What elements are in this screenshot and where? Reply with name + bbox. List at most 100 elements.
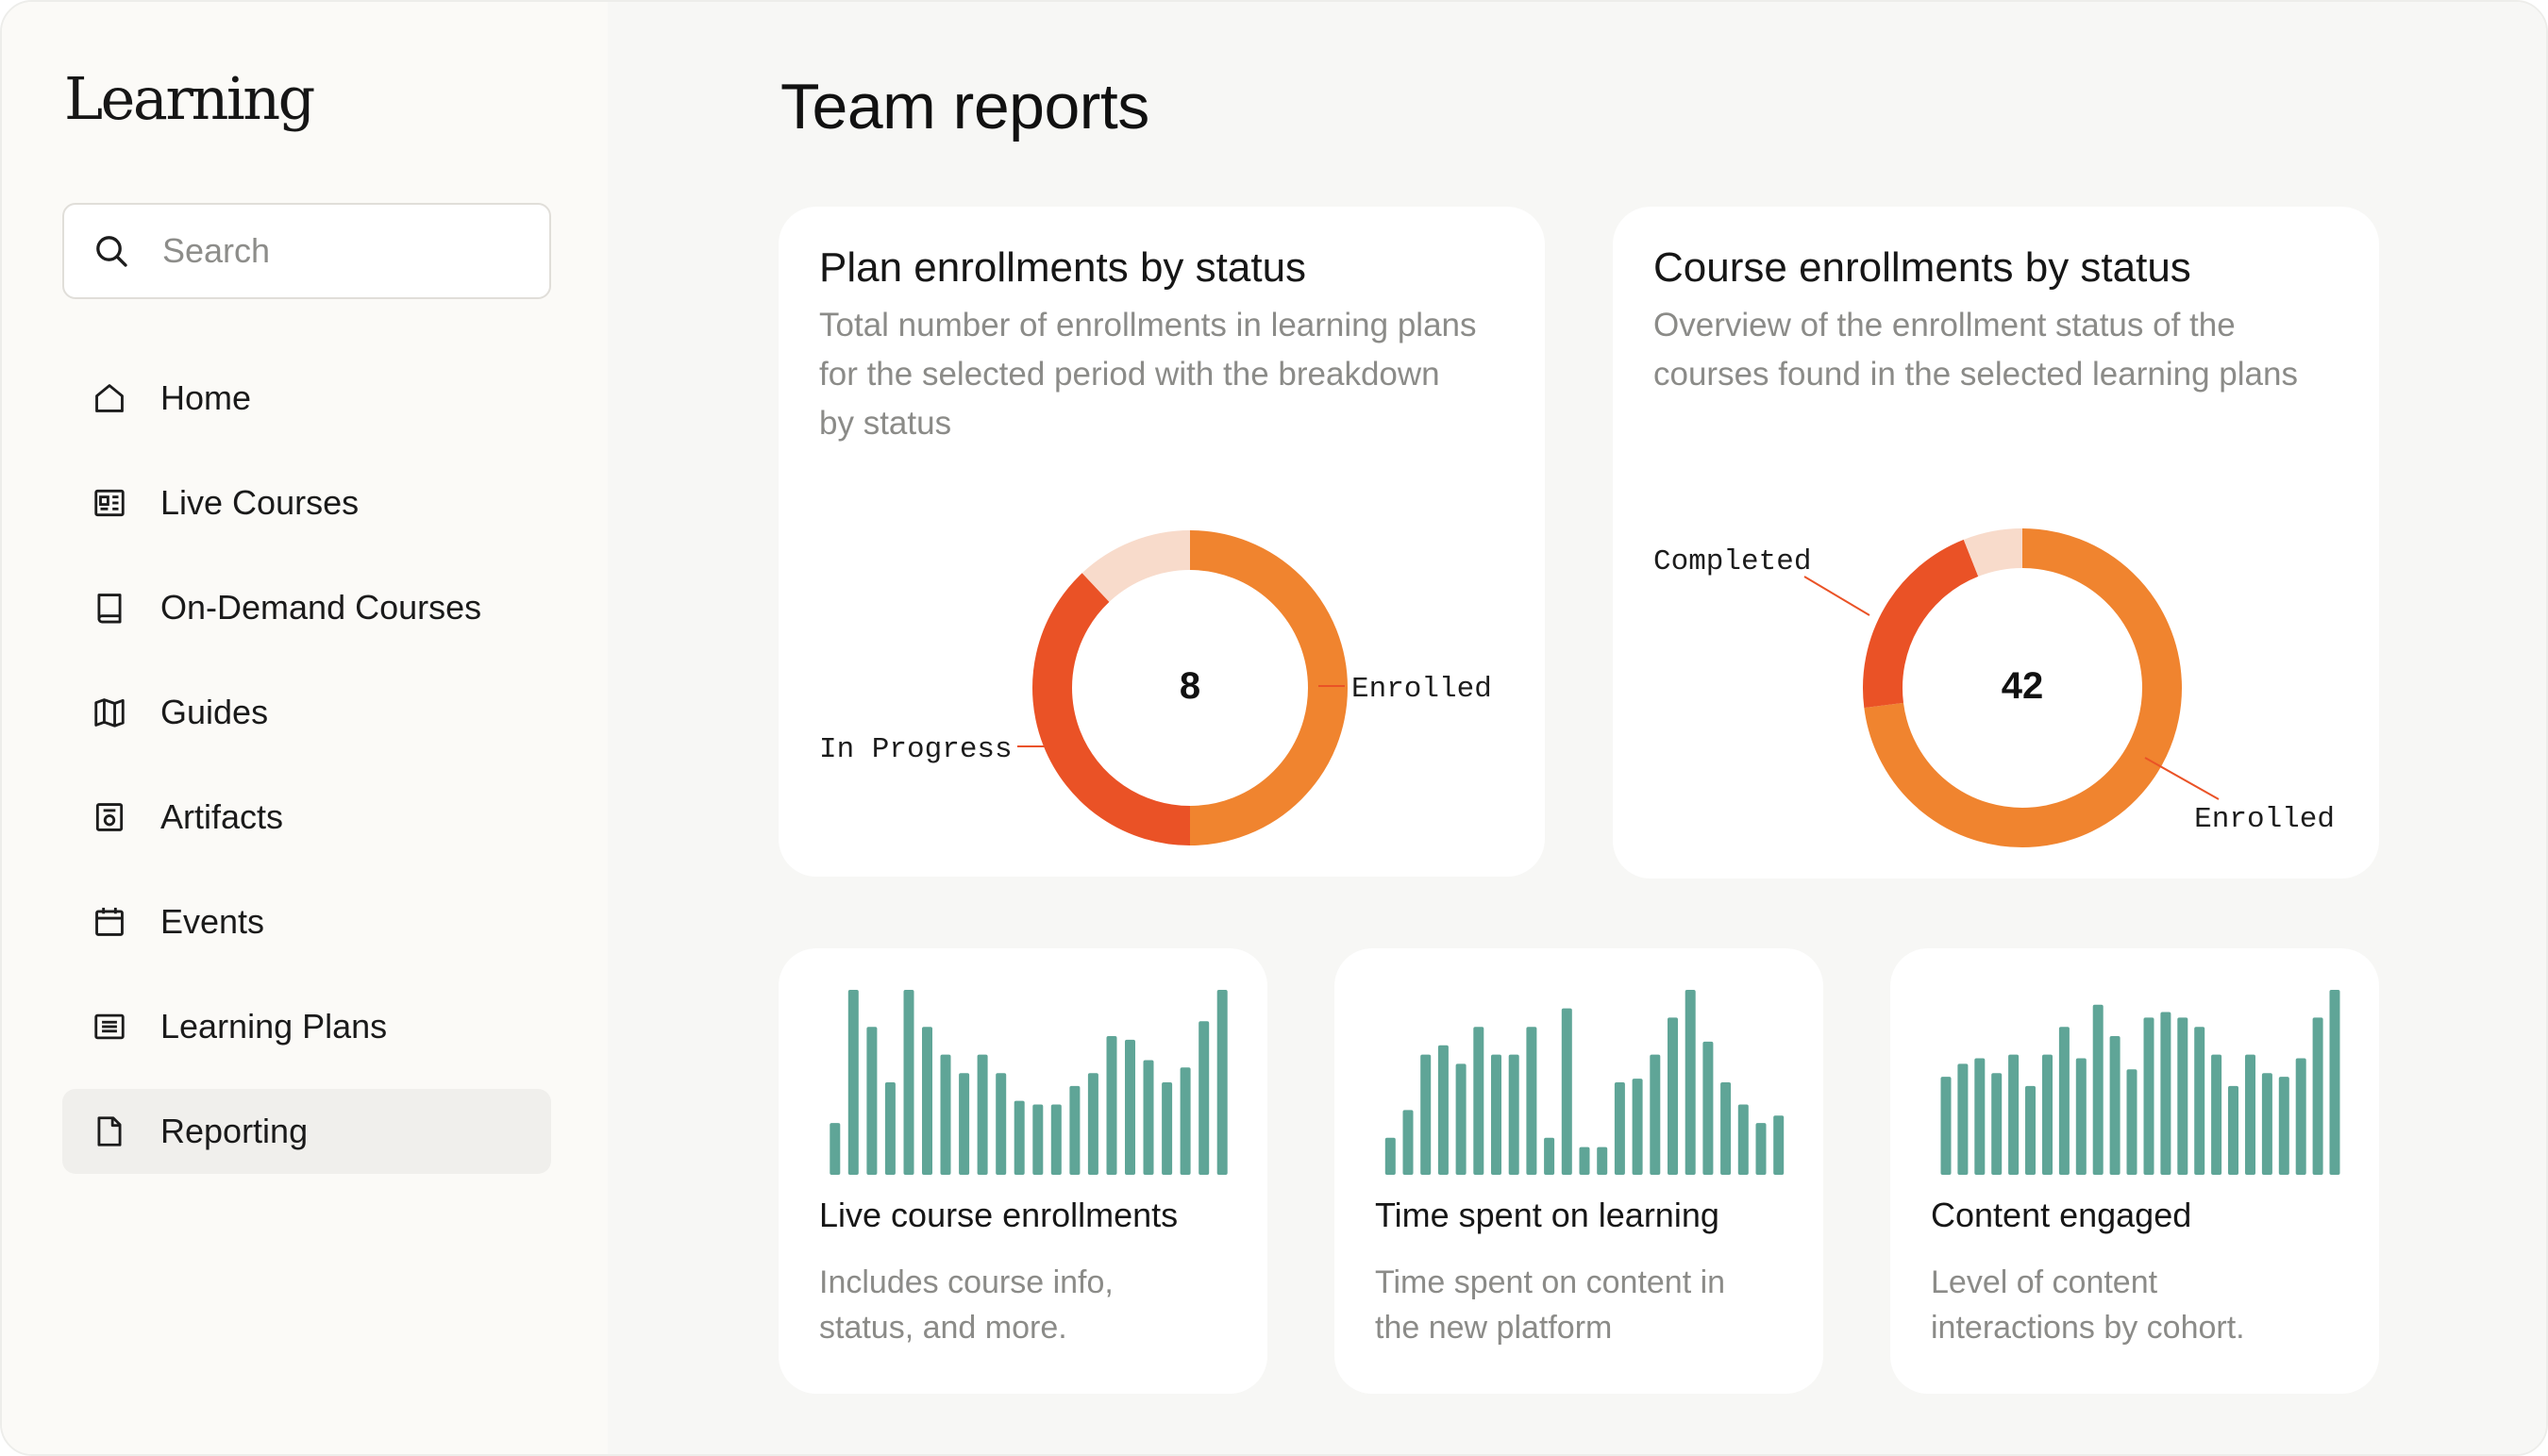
- sidebar-item-label: Events: [160, 902, 265, 941]
- sidebar: Learning Home Live Courses: [2, 2, 608, 1454]
- sidebar-item-label: Live Courses: [160, 483, 360, 522]
- bar: [1491, 1054, 1501, 1175]
- card-description-line: Total number of enrollments in learning …: [819, 307, 1477, 343]
- book-icon: [91, 589, 128, 627]
- sidebar-item-events[interactable]: Events: [62, 879, 551, 964]
- bar: [1032, 1104, 1044, 1175]
- bar: [1773, 1115, 1785, 1175]
- content-engaged-bar-chart: [1940, 990, 2340, 1175]
- sidebar-item-label: Artifacts: [160, 797, 284, 836]
- bar: [2329, 990, 2340, 1175]
- bar: [1991, 1073, 2003, 1175]
- course-enrollments-card[interactable]: Course enrollments by status Overview of…: [1613, 207, 2379, 879]
- completed-label: Completed: [1653, 545, 1811, 578]
- bar: [1526, 1027, 1537, 1175]
- live-courses-icon: [91, 484, 128, 522]
- bar: [2177, 1017, 2188, 1175]
- bar: [1940, 1077, 1952, 1175]
- document-icon: [91, 1113, 128, 1150]
- completed-leader-line: [1803, 576, 1870, 616]
- donut-segment-in-progress: [1032, 573, 1191, 845]
- sidebar-nav: Home Live Courses On-Demand Courses Guid…: [62, 356, 551, 1194]
- sidebar-item-guides[interactable]: Guides: [62, 670, 551, 755]
- bar: [1162, 1082, 1173, 1175]
- bar: [1957, 1063, 1969, 1175]
- bar: [977, 1054, 988, 1175]
- bar: [1402, 1110, 1414, 1175]
- bar: [1702, 1041, 1714, 1175]
- sidebar-item-label: On-Demand Courses: [160, 588, 482, 627]
- card-description-line: by status: [819, 405, 952, 442]
- bar: [1473, 1027, 1484, 1175]
- card-description-line: interactions by cohort.: [1931, 1310, 2245, 1346]
- donut-center-value: 8: [1180, 665, 1200, 707]
- sidebar-item-reporting[interactable]: Reporting: [62, 1089, 551, 1174]
- card-description: Total number of enrollments in learning …: [819, 301, 1477, 448]
- sidebar-item-on-demand-courses[interactable]: On-Demand Courses: [62, 565, 551, 650]
- bar: [2278, 1077, 2289, 1175]
- card-description: Time spent on content in the new platfor…: [1375, 1260, 1725, 1350]
- bar: [1597, 1146, 1608, 1175]
- bar: [1199, 1021, 1210, 1175]
- donut-segment-completed: [1863, 539, 1979, 709]
- bar: [2194, 1027, 2205, 1175]
- bar: [2245, 1054, 2255, 1175]
- donut-segment-other: [1963, 528, 2023, 577]
- plan-donut-chart: Enrolled In Progress 8: [819, 530, 1492, 845]
- bar: [884, 1082, 896, 1175]
- bar: [1455, 1063, 1467, 1175]
- home-icon: [91, 379, 128, 417]
- plan-enrollments-card[interactable]: Plan enrollments by status Total number …: [779, 207, 1545, 877]
- bar: [1180, 1067, 1191, 1175]
- app-logo: Learning: [64, 64, 315, 133]
- donut-segment-enrolled: [1189, 530, 1348, 845]
- bar: [1544, 1137, 1555, 1175]
- card-description: Includes course info, status, and more.: [819, 1260, 1114, 1350]
- enrolled-label: Enrolled: [1351, 673, 1492, 706]
- bar: [996, 1073, 1007, 1175]
- donut-segment-enrolled: [1864, 528, 2182, 847]
- live-course-enrollments-card[interactable]: Live course enrollments Includes course …: [779, 948, 1267, 1394]
- bar: [1685, 990, 1696, 1175]
- sidebar-item-label: Learning Plans: [160, 1007, 388, 1046]
- bar: [1050, 1104, 1062, 1175]
- sidebar-item-learning-plans[interactable]: Learning Plans: [62, 984, 551, 1069]
- bar: [1974, 1058, 1986, 1175]
- bar: [1143, 1060, 1154, 1175]
- bar: [2109, 1036, 2121, 1175]
- list-icon: [91, 1008, 128, 1046]
- search-box[interactable]: [62, 203, 551, 299]
- bar: [2042, 1054, 2053, 1175]
- bar: [2092, 1004, 2104, 1175]
- card-title: Content engaged: [1931, 1196, 2192, 1234]
- sidebar-item-artifacts[interactable]: Artifacts: [62, 775, 551, 860]
- search-icon: [96, 236, 127, 267]
- time-spent-bar-chart: [1384, 990, 1785, 1175]
- bar: [1720, 1082, 1732, 1175]
- sidebar-item-live-courses[interactable]: Live Courses: [62, 460, 551, 545]
- search-input[interactable]: [162, 231, 521, 271]
- bar: [1125, 1039, 1135, 1175]
- bar: [2295, 1058, 2306, 1175]
- card-title: Course enrollments by status: [1653, 244, 2191, 291]
- bar: [2126, 1069, 2137, 1175]
- bar: [2312, 1017, 2323, 1175]
- bar: [2008, 1054, 2020, 1175]
- donut-segment-other: [1081, 530, 1191, 603]
- sidebar-item-home[interactable]: Home: [62, 356, 551, 441]
- card-description-line: Level of content: [1931, 1264, 2158, 1300]
- bar: [1216, 990, 1228, 1175]
- time-spent-card[interactable]: Time spent on learning Time spent on con…: [1334, 948, 1823, 1394]
- content-engaged-card[interactable]: Content engaged Level of content interac…: [1890, 948, 2379, 1394]
- page-title: Team reports: [780, 71, 1149, 142]
- course-donut-chart: Completed Enrolled 42: [1653, 528, 2335, 847]
- bar: [1069, 1085, 1081, 1175]
- bar: [2025, 1085, 2036, 1175]
- bar: [1579, 1146, 1590, 1175]
- enrolled-leader-line: [2144, 757, 2220, 800]
- bar: [1437, 1045, 1449, 1175]
- bar: [2261, 1073, 2272, 1175]
- bar: [1087, 1073, 1098, 1175]
- map-icon: [91, 694, 128, 731]
